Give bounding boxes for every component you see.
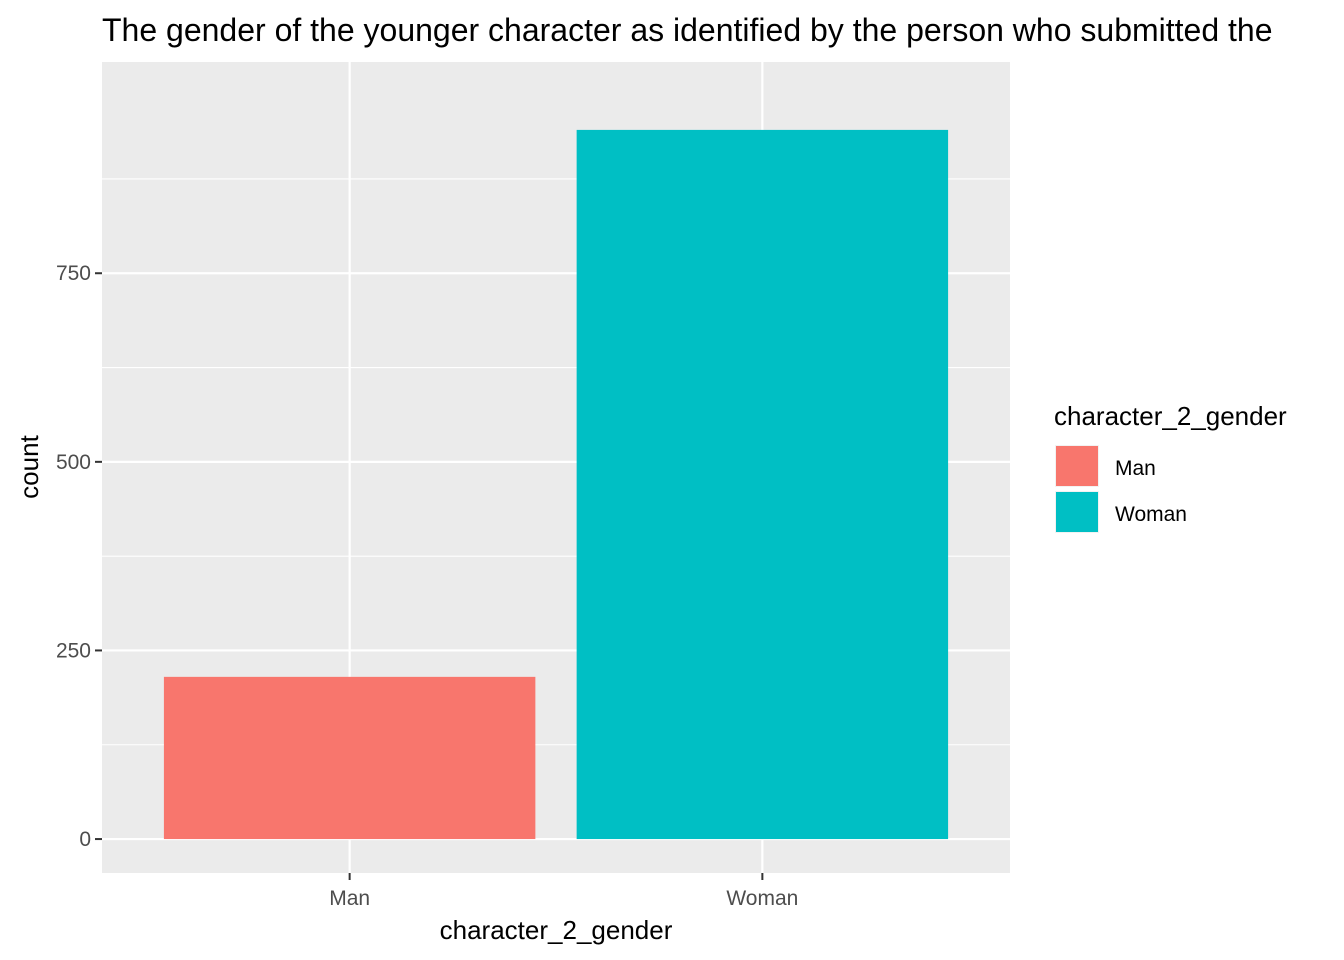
- x-tick-label: Man: [329, 887, 370, 910]
- y-tick-label: 250: [56, 639, 91, 662]
- chart-title: The gender of the younger character as i…: [102, 12, 1273, 48]
- x-tick-label: Woman: [726, 887, 798, 910]
- y-axis-title: count: [14, 434, 44, 498]
- legend: character_2_gender Man Woman: [1054, 401, 1287, 533]
- legend-title: character_2_gender: [1054, 401, 1287, 431]
- x-axis: Man Woman: [329, 873, 798, 910]
- bar-man: [163, 676, 536, 840]
- bars: [163, 129, 949, 840]
- y-tick-label: 500: [56, 451, 91, 474]
- y-axis: 0 250 500 750: [56, 262, 102, 851]
- legend-swatch-woman: [1056, 492, 1098, 532]
- legend-swatch-man: [1056, 446, 1098, 486]
- y-tick-label: 750: [56, 262, 91, 285]
- legend-label-woman: Woman: [1115, 503, 1187, 526]
- bar-woman: [576, 129, 949, 840]
- x-axis-title: character_2_gender: [440, 915, 673, 945]
- y-tick-label: 0: [79, 828, 91, 851]
- legend-label-man: Man: [1115, 457, 1156, 480]
